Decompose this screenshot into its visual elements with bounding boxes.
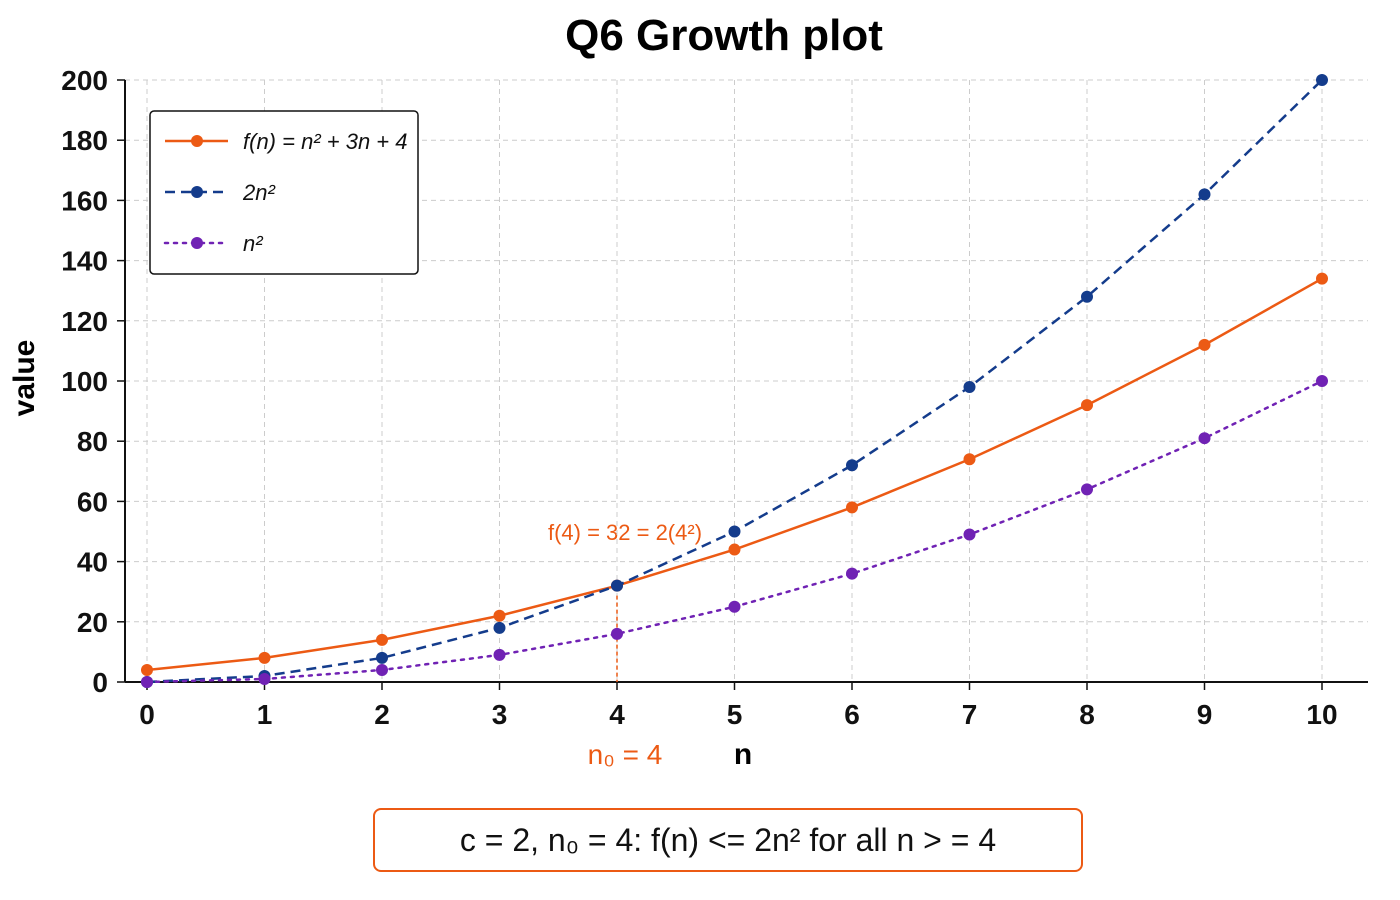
data-point: [1081, 290, 1093, 303]
x-tick-label: 6: [844, 699, 860, 730]
data-point: [1081, 399, 1093, 412]
series: [141, 74, 1328, 688]
data-point: [1316, 272, 1328, 285]
data-point: [846, 567, 858, 580]
data-point: [963, 528, 976, 541]
x-tick-label: 3: [492, 699, 508, 730]
data-point: [1198, 432, 1211, 445]
data-point: [728, 543, 741, 556]
data-point: [141, 663, 153, 676]
y-tick-label: 60: [77, 486, 108, 517]
x-tick-label: 8: [1079, 699, 1095, 730]
data-point: [846, 501, 858, 514]
data-point: [1316, 74, 1328, 86]
x-tick-label: 10: [1306, 699, 1337, 730]
data-point: [493, 621, 506, 634]
data-point: [1316, 375, 1328, 387]
x-tick-label: 7: [962, 699, 978, 730]
data-point: [611, 627, 623, 640]
data-point: [376, 633, 388, 646]
y-tick-label: 100: [61, 366, 108, 397]
data-point: [258, 672, 271, 685]
x-tick-label: 0: [139, 699, 155, 730]
legend: f(n) = n² + 3n + 4 2n² n²: [149, 110, 419, 275]
data-point: [1198, 188, 1211, 201]
x-tick-label: 5: [727, 699, 743, 730]
x-axis-label: n: [734, 738, 752, 771]
data-point: [376, 663, 388, 676]
note-box: c = 2, n₀ = 4: f(n) <= 2n² for all n > =…: [373, 808, 1083, 872]
data-point: [376, 651, 388, 664]
x-tick-label: 2: [374, 699, 390, 730]
data-point: [1198, 338, 1211, 351]
point-annotation: f(4) = 32 = 2(4²): [548, 520, 702, 545]
n0-label: n₀ = 4: [588, 739, 663, 770]
legend-marker: [191, 135, 203, 147]
data-point: [258, 651, 271, 664]
y-tick-label: 120: [61, 306, 108, 337]
y-tick-label: 20: [77, 607, 108, 638]
series-1: [141, 74, 1328, 688]
data-point: [963, 453, 976, 466]
data-point: [728, 525, 741, 538]
y-axis-label: value: [8, 340, 41, 417]
chart-title: Q6 Growth plot: [565, 11, 883, 60]
data-point: [141, 676, 153, 688]
legend-label: n²: [243, 231, 263, 256]
series-2: [141, 375, 1328, 688]
legend-label: f(n) = n² + 3n + 4: [243, 129, 407, 154]
legend-label: 2n²: [242, 180, 275, 205]
data-point: [493, 648, 506, 661]
y-tick-label: 140: [61, 246, 108, 277]
data-point: [1081, 483, 1093, 496]
x-tick-label: 4: [609, 699, 625, 730]
data-point: [493, 609, 506, 622]
legend-marker: [191, 237, 203, 249]
x-tick-label: 9: [1197, 699, 1213, 730]
y-tick-label: 200: [61, 65, 108, 96]
data-point: [728, 600, 741, 613]
y-tick-label: 160: [61, 185, 108, 216]
legend-box: [149, 110, 419, 275]
legend-marker: [191, 186, 203, 198]
data-point: [846, 459, 858, 472]
data-point: [963, 381, 976, 394]
x-tick-label: 1: [257, 699, 273, 730]
y-tick-label: 80: [77, 426, 108, 457]
y-tick-label: 40: [77, 547, 108, 578]
data-point: [611, 579, 623, 592]
y-tick-label: 0: [92, 667, 108, 698]
y-tick-label: 180: [61, 125, 108, 156]
axes: [117, 79, 1368, 690]
